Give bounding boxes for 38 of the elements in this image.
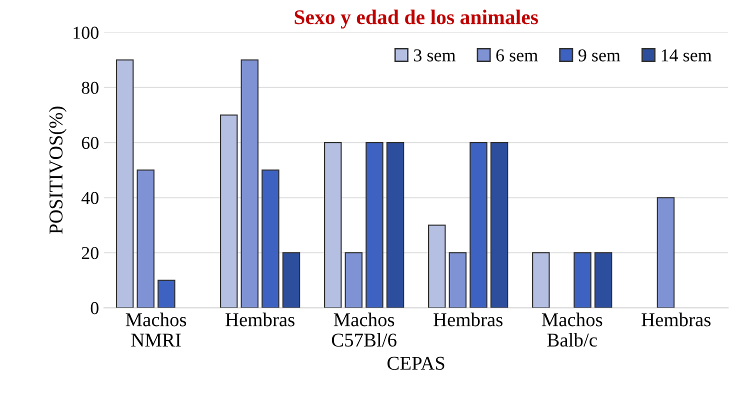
x-tick-label: Hembras: [642, 312, 711, 326]
bar: [386, 142, 404, 308]
bar: [282, 252, 300, 308]
legend-label: 6 sem: [496, 49, 538, 62]
bar: [262, 170, 280, 308]
x-tick-label: Hembras: [434, 312, 502, 326]
bar: [136, 170, 155, 308]
x-tick-label: Hembras: [226, 312, 294, 326]
bar: [532, 252, 550, 308]
y-tick-label: 80: [82, 82, 98, 94]
y-tick-label: 60: [82, 136, 98, 149]
y-axis-title: POSITIVOS(%): [48, 106, 67, 234]
y-tick-label: 100: [74, 26, 98, 39]
bar: [220, 114, 238, 308]
chart-title: Sexo y edad de los animales: [294, 10, 538, 29]
x-tick-label: Machos C57Bl/6: [332, 312, 396, 347]
bar: [158, 280, 176, 308]
y-tick-label: 40: [81, 192, 98, 204]
y-tick-label: 0: [90, 302, 98, 314]
bar: [656, 197, 675, 308]
bar: [470, 142, 488, 308]
x-tick-label: Machos NMRI: [126, 312, 186, 346]
bar: [344, 252, 363, 308]
bar: [116, 59, 134, 308]
bar: [366, 142, 384, 308]
legend-label: 3 sem: [414, 49, 456, 62]
bar: [574, 252, 592, 308]
bar: [324, 142, 342, 308]
bar: [448, 252, 467, 308]
y-tick-label: 20: [82, 246, 98, 260]
x-tick-label: Machos Balb/c: [542, 312, 602, 347]
legend-label: 9 sem: [578, 49, 620, 62]
x-axis-title: CEPAS: [388, 356, 444, 370]
bar: [594, 252, 612, 308]
legend-label: 14 sem: [662, 49, 712, 62]
bar: [428, 224, 446, 308]
bar: [490, 142, 508, 308]
bar: [240, 59, 259, 308]
